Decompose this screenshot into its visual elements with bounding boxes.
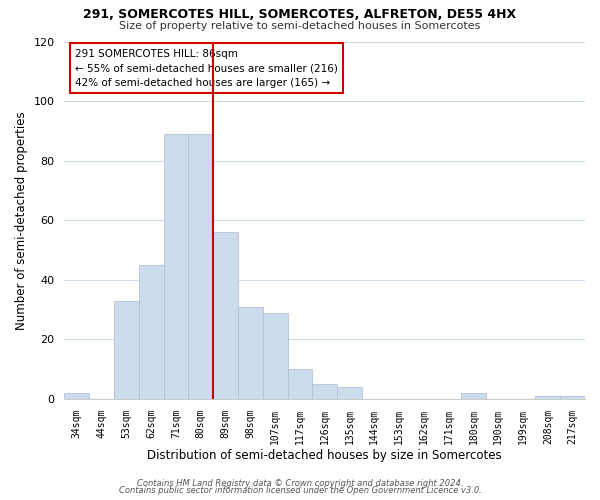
Text: Contains HM Land Registry data © Crown copyright and database right 2024.: Contains HM Land Registry data © Crown c… (137, 478, 463, 488)
X-axis label: Distribution of semi-detached houses by size in Somercotes: Distribution of semi-detached houses by … (148, 450, 502, 462)
Text: Size of property relative to semi-detached houses in Somercotes: Size of property relative to semi-detach… (119, 21, 481, 31)
Bar (139, 265, 164, 399)
Bar (560, 396, 585, 399)
Y-axis label: Number of semi-detached properties: Number of semi-detached properties (15, 111, 28, 330)
Bar (287, 369, 313, 399)
Bar (337, 387, 362, 399)
Bar (114, 300, 139, 399)
Bar (64, 393, 89, 399)
Text: Contains public sector information licensed under the Open Government Licence v3: Contains public sector information licen… (119, 486, 481, 495)
Bar (213, 232, 238, 399)
Bar (238, 306, 263, 399)
Bar (461, 393, 486, 399)
Text: 291, SOMERCOTES HILL, SOMERCOTES, ALFRETON, DE55 4HX: 291, SOMERCOTES HILL, SOMERCOTES, ALFRET… (83, 8, 517, 20)
Bar (263, 312, 287, 399)
Bar (535, 396, 560, 399)
Bar (188, 134, 213, 399)
Bar (164, 134, 188, 399)
Bar (313, 384, 337, 399)
Text: 291 SOMERCOTES HILL: 86sqm
← 55% of semi-detached houses are smaller (216)
42% o: 291 SOMERCOTES HILL: 86sqm ← 55% of semi… (75, 48, 338, 88)
